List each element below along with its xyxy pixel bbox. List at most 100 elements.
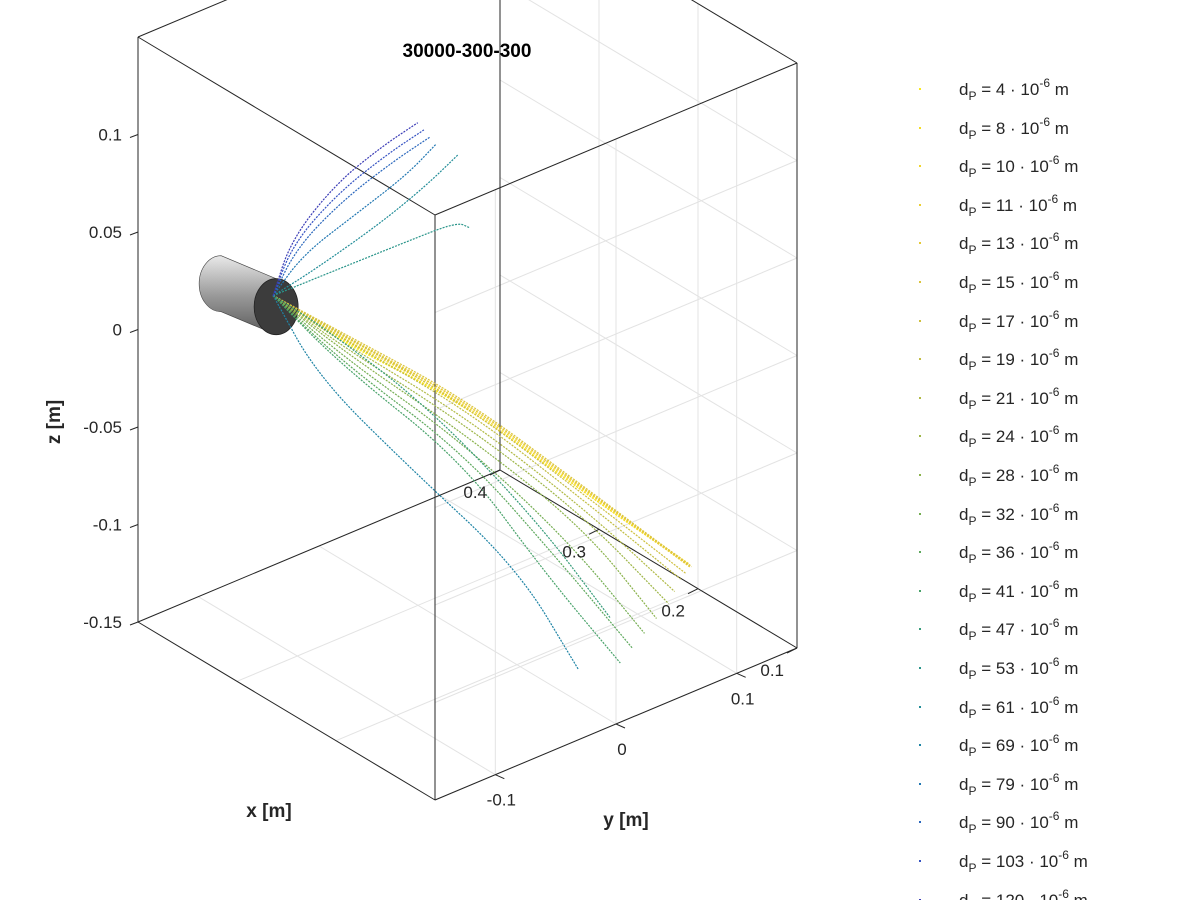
trajectory-series (272, 122, 692, 671)
legend-label: dP = 21 · 10-6 m (959, 384, 1079, 412)
trajectory-line-10 (272, 295, 670, 605)
grid-line (528, 0, 798, 161)
x-tick-mark (687, 588, 699, 595)
legend-item: dP = 79 · 10-6 m (915, 767, 1200, 805)
legend-item: dP = 8 · 10-6 m (915, 111, 1200, 149)
trajectory-line-17 (272, 154, 459, 297)
y-tick-label: 0 (617, 740, 626, 759)
legend-item: dP = 90 · 10-6 m (915, 805, 1200, 843)
y-axis-label: y [m] (603, 810, 648, 831)
z-tick-mark (129, 231, 139, 236)
legend-item: dP = 32 · 10-6 m (915, 497, 1200, 535)
y-tick-mark (495, 774, 505, 780)
x-axis-label: x [m] (246, 801, 291, 822)
legend: dP = 4 · 10-6 m dP = 8 · 10-6 m dP = 10 · … (915, 72, 1200, 900)
legend-item: dP = 41 · 10-6 m (915, 574, 1200, 612)
legend-label: dP = 13 · 10-6 m (959, 230, 1079, 258)
legend-swatch (919, 358, 921, 361)
trajectory-line-12 (272, 295, 645, 634)
legend-label: dP = 19 · 10-6 m (959, 346, 1079, 374)
z-tick-label: 0.1 (98, 126, 122, 145)
grid-line (318, 545, 617, 725)
legend-swatch (919, 126, 921, 129)
cylinder-obstacle (198, 255, 299, 336)
trajectory-line-2 (272, 295, 689, 565)
legend-swatch (919, 242, 921, 245)
tick-labels: 0.1 0.2 0.3 0.4 -0.1 0 0.1 0.1 0.05 0 -0.05 -0.1 -0.… (83, 126, 798, 810)
legend-item: dP = 10 · 10-6 m (915, 149, 1200, 187)
legend-label: dP = 4 · 10-6 m (959, 76, 1069, 103)
chart-title: 30000-300-300 (403, 41, 532, 62)
legend-item: dP = 24 · 10-6 m (915, 419, 1200, 457)
legend-label: dP = 41 · 10-6 m (959, 577, 1079, 605)
grid-line (499, 274, 798, 454)
legend-swatch (919, 203, 921, 206)
legend-swatch (919, 396, 921, 399)
legend-swatch (919, 744, 921, 747)
y-tick-mark (615, 723, 626, 729)
x-tick-label: 0.1 (760, 661, 784, 680)
grid-line (439, 494, 737, 674)
x-tick-mark (489, 469, 501, 476)
axes-edge (137, 621, 436, 801)
legend-swatch (919, 512, 921, 515)
cylinder-end-face (253, 278, 299, 336)
legend-swatch (919, 165, 921, 168)
axes-edge (137, 469, 501, 623)
legend-swatch (919, 667, 921, 669)
legend-label: dP = 120 · 10-6 m (959, 886, 1088, 900)
trajectory-line-21 (272, 129, 425, 296)
y-tick-label: 0.1 (731, 689, 755, 708)
grid-line (499, 372, 798, 551)
axes-box (137, 0, 798, 801)
trajectory-line-9 (272, 295, 676, 592)
legend-swatch (919, 705, 921, 708)
legend-swatch (919, 782, 921, 785)
trajectory-line-14 (272, 295, 621, 664)
legend-label: dP = 32 · 10-6 m (959, 500, 1079, 528)
x-tick-label: 0.4 (463, 483, 487, 502)
trajectory-line-7 (272, 295, 686, 574)
legend-item: dP = 28 · 10-6 m (915, 458, 1200, 496)
legend-item: dP = 11 · 10-6 m (915, 188, 1200, 226)
legend-label: dP = 90 · 10-6 m (959, 809, 1079, 837)
x-tick-mark (786, 647, 798, 654)
z-tick-mark (129, 426, 139, 431)
legend-swatch (919, 898, 921, 900)
legend-label: dP = 53 · 10-6 m (959, 655, 1079, 682)
trajectory-line-22 (272, 122, 419, 296)
legend-label: dP = 8 · 10-6 m (959, 114, 1069, 142)
trajectory-line-16 (272, 223, 471, 297)
z-tick-label: -0.05 (83, 418, 122, 437)
trajectory-line-18 (272, 295, 580, 671)
axes-edge (137, 36, 436, 216)
legend-label: dP = 15 · 10-6 m (959, 269, 1079, 296)
trajectory-line-20 (272, 136, 431, 296)
x-tick-mark (588, 528, 600, 535)
z-axis-label: z [m] (44, 400, 65, 444)
z-tick-label: -0.15 (83, 613, 122, 632)
legend-item: dP = 19 · 10-6 m (915, 342, 1200, 380)
legend-item: dP = 21 · 10-6 m (915, 381, 1200, 419)
z-tick-mark (129, 329, 139, 333)
legend-item: dP = 36 · 10-6 m (915, 535, 1200, 573)
trajectory-line-19 (272, 143, 437, 296)
legend-label: dP = 103 · 10-6 m (959, 848, 1088, 875)
legend-item: dP = 120 · 10-6 m (915, 883, 1200, 900)
legend-swatch (919, 281, 921, 283)
trajectory-line-6 (272, 295, 692, 568)
legend-swatch (919, 88, 921, 90)
x-tick-label: 0.3 (562, 542, 586, 561)
legend-swatch (919, 435, 921, 438)
x-tick-label: 0.2 (661, 602, 685, 621)
legend-label: dP = 69 · 10-6 m (959, 732, 1079, 760)
z-tick-mark (129, 524, 139, 528)
grid (137, 0, 798, 801)
legend-label: dP = 10 · 10-6 m (959, 153, 1079, 181)
legend-item: dP = 15 · 10-6 m (915, 265, 1200, 303)
trajectory-line-15 (272, 295, 611, 619)
legend-label: dP = 17 · 10-6 m (959, 307, 1079, 335)
trajectory-line-13 (272, 295, 633, 649)
axes-edge (690, 0, 798, 64)
